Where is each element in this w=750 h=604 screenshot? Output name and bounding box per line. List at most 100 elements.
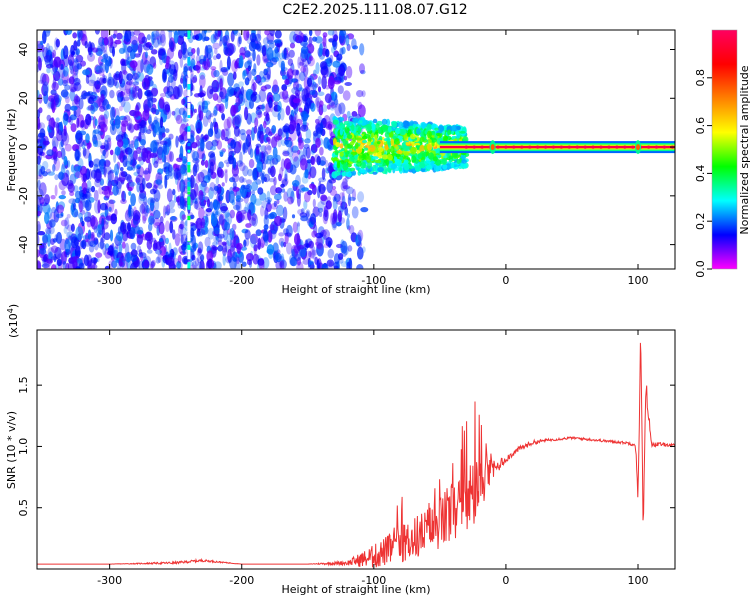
noise-blob	[153, 160, 159, 168]
noise-blob	[110, 169, 115, 174]
noise-blob	[57, 78, 64, 86]
noise-blob	[281, 89, 289, 100]
noise-blob	[244, 229, 251, 240]
noise-blob	[87, 79, 96, 87]
transition-blob	[336, 161, 341, 169]
noise-blob	[312, 130, 319, 137]
noise-blob	[93, 238, 99, 251]
noise-blob	[199, 221, 207, 226]
noise-blob	[204, 219, 208, 233]
noise-blob	[182, 241, 187, 248]
noise-blob	[120, 91, 125, 97]
noise-blob	[234, 115, 241, 125]
noise-blob	[343, 75, 348, 81]
noise-blob	[42, 81, 50, 96]
transition-blob	[448, 155, 454, 160]
noise-blob	[334, 103, 342, 117]
carrier-dot	[464, 145, 468, 149]
noise-blob	[309, 213, 317, 225]
transition-blob	[362, 161, 366, 166]
transition-blob	[403, 159, 409, 164]
noise-blob	[221, 242, 228, 257]
noise-blob	[38, 107, 43, 114]
noise-blob	[261, 200, 268, 209]
noise-blob	[213, 230, 220, 237]
noise-blob	[41, 263, 50, 269]
noise-blob	[80, 240, 85, 248]
noise-blob	[176, 171, 182, 180]
noise-blob	[72, 32, 78, 39]
noise-blob	[283, 47, 287, 60]
noise-blob	[113, 176, 119, 184]
noise-blob	[50, 97, 55, 110]
noise-blob	[140, 139, 146, 146]
noise-blob	[53, 56, 62, 68]
noise-blob	[263, 173, 270, 183]
noise-blob	[130, 193, 137, 207]
noise-blob	[166, 204, 171, 216]
noise-blob	[157, 253, 162, 263]
noise-blob	[273, 200, 277, 208]
noise-blob	[132, 84, 137, 98]
noise-blob	[242, 184, 251, 190]
x-tick-label: -300	[97, 274, 122, 287]
noise-blob	[306, 43, 315, 54]
carrier-dot	[551, 145, 556, 149]
transition-blob	[334, 149, 339, 156]
noise-blob	[239, 129, 246, 136]
noise-blob	[94, 118, 98, 126]
noise-blob	[202, 115, 209, 127]
noise-blob	[172, 188, 176, 196]
transition-blob	[399, 128, 407, 136]
noise-blob	[314, 154, 320, 163]
noise-blob	[264, 144, 272, 155]
noise-blob	[177, 178, 181, 193]
noise-blob	[141, 201, 149, 214]
noise-blob	[220, 129, 226, 141]
noise-blob	[298, 107, 303, 113]
transition-blob	[341, 171, 346, 177]
noise-blob	[279, 259, 287, 269]
noise-blob	[200, 139, 205, 152]
noise-blob	[150, 261, 155, 269]
noise-blob	[316, 155, 321, 166]
transition-blob	[346, 171, 352, 178]
noise-blob	[42, 233, 49, 244]
noise-blob	[211, 79, 220, 93]
carrier-dot	[496, 145, 500, 149]
stripe-segment	[187, 57, 191, 66]
transition-blob	[428, 152, 434, 160]
noise-blob	[283, 191, 289, 202]
noise-blob	[196, 262, 203, 269]
noise-blob	[284, 232, 292, 237]
noise-blob	[274, 215, 282, 227]
noise-blob	[74, 197, 81, 204]
x-tick-label: -100	[361, 574, 386, 587]
noise-blob	[192, 35, 197, 40]
noise-blob	[336, 53, 343, 61]
noise-blob	[172, 229, 176, 240]
transition-blob	[390, 163, 398, 170]
noise-blob	[209, 113, 214, 118]
noise-blob	[240, 184, 247, 198]
noise-blob	[279, 260, 285, 269]
noise-blob	[173, 168, 181, 180]
transition-blob	[394, 138, 401, 145]
snr-x-axis-label: Height of straight line (km)	[281, 583, 430, 596]
noise-blob	[87, 52, 95, 62]
stripe-segment	[187, 184, 191, 192]
carrier-dot	[536, 145, 540, 149]
noise-blob	[55, 117, 60, 122]
noise-blob	[327, 144, 332, 150]
spectrogram-y-axis-label: Frequency (Hz)	[5, 109, 18, 192]
noise-blob	[104, 134, 112, 143]
noise-blob	[201, 97, 205, 111]
noise-blob	[209, 201, 214, 211]
noise-blob	[87, 229, 92, 240]
noise-blob	[39, 128, 46, 139]
colorbar-ticks: 0.0 0.2 0.4 0.6 0.8	[694, 69, 712, 278]
noise-blob	[168, 133, 174, 140]
noise-blob	[327, 196, 331, 202]
noise-blob	[164, 211, 170, 216]
noise-blob	[337, 66, 345, 78]
